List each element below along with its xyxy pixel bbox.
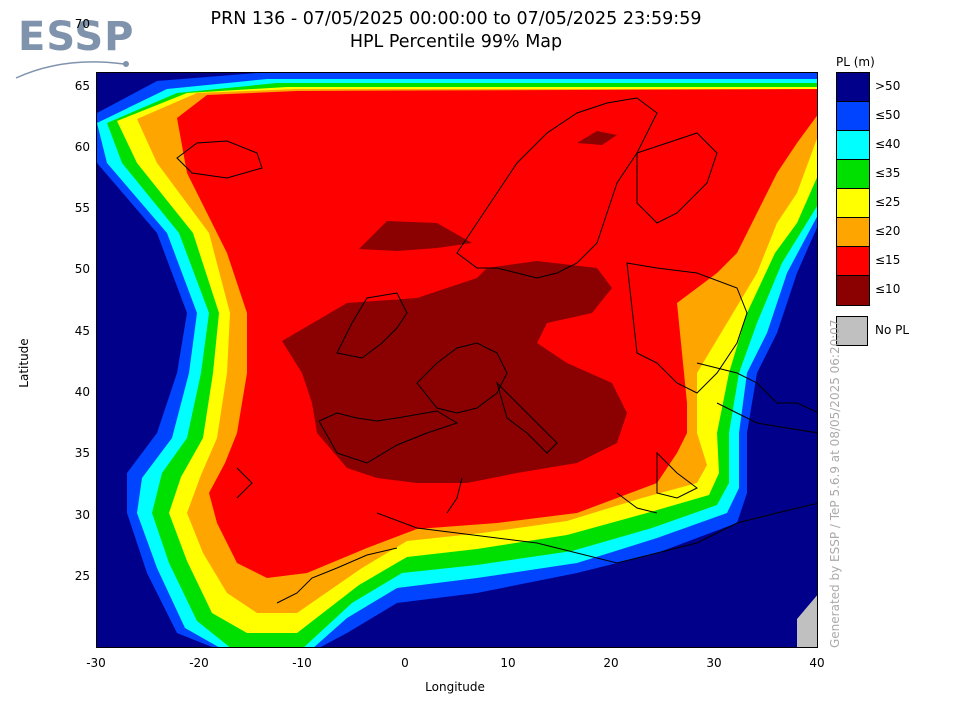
coastlines <box>176 97 817 604</box>
legend-label-le15: ≤15 <box>875 253 901 267</box>
title-line-1: PRN 136 - 07/05/2025 00:00:00 to 07/05/2… <box>210 9 702 29</box>
legend-swatch-gt50 <box>837 73 869 102</box>
legend-swatch-le20 <box>837 218 869 247</box>
y-tick-40: 40 <box>74 385 90 399</box>
logo-text: ESSP <box>18 14 135 60</box>
legend-swatch-le50 <box>837 102 869 131</box>
y-tick-65: 65 <box>74 79 90 93</box>
legend-swatch-no-pl <box>836 316 868 346</box>
legend-label-le10: ≤10 <box>875 282 901 296</box>
region-le10-scandinavia <box>577 131 617 145</box>
generated-by-credit: Generated by ESSP / TeP 5.6.9 at 08/05/2… <box>828 319 842 648</box>
x-tick-m10: -10 <box>292 656 312 670</box>
x-tick-20: 20 <box>603 656 619 670</box>
y-tick-60: 60 <box>74 140 90 154</box>
legend-swatch-le40 <box>837 131 869 160</box>
x-tick-40: 40 <box>809 656 825 670</box>
x-tick-30: 30 <box>706 656 722 670</box>
legend-swatch-le25 <box>837 189 869 218</box>
legend-swatch-le15 <box>837 247 869 276</box>
x-tick-m20: -20 <box>189 656 209 670</box>
legend-label-le50: ≤50 <box>875 108 901 122</box>
legend-title: PL (m) <box>836 55 875 69</box>
y-tick-45: 45 <box>74 324 90 338</box>
legend-label-le35: ≤35 <box>875 166 901 180</box>
essp-logo: ESSP <box>14 14 134 84</box>
x-tick-m30: -30 <box>86 656 106 670</box>
legend-label-le25: ≤25 <box>875 195 901 209</box>
legend-label-gt50: >50 <box>875 79 901 93</box>
legend-swatch-le35 <box>837 160 869 189</box>
y-axis-label: Latitude <box>17 338 31 388</box>
y-tick-30: 30 <box>74 508 90 522</box>
hpl-map <box>96 72 818 648</box>
legend-swatch-le10 <box>837 276 869 305</box>
y-tick-70: 70 <box>74 17 90 31</box>
legend-label-le20: ≤20 <box>875 224 901 238</box>
x-axis-label: Longitude <box>425 680 485 694</box>
map-title: PRN 136 - 07/05/2025 00:00:00 to 07/05/2… <box>0 8 912 54</box>
y-tick-50: 50 <box>74 262 90 276</box>
y-tick-55: 55 <box>74 201 90 215</box>
region-le10 <box>282 261 627 483</box>
legend-label-no-pl: No PL <box>875 323 910 337</box>
legend-label-le40: ≤40 <box>875 137 901 151</box>
x-tick-10: 10 <box>500 656 516 670</box>
hpl-map-svg <box>97 73 817 647</box>
region-no-pl <box>797 595 817 647</box>
legend-colorbar <box>836 72 870 306</box>
y-tick-35: 35 <box>74 446 90 460</box>
y-tick-25: 25 <box>74 569 90 583</box>
title-line-2: HPL Percentile 99% Map <box>349 32 563 52</box>
region-le10-north <box>359 221 472 251</box>
x-tick-0: 0 <box>401 656 409 670</box>
logo-swoosh <box>15 61 129 79</box>
